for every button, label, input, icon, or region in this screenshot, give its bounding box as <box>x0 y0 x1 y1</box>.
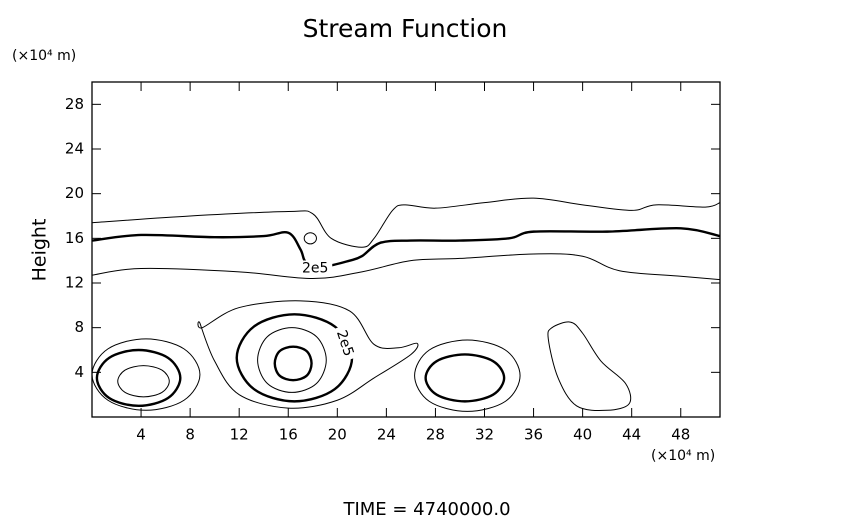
contour-line <box>235 313 354 403</box>
y-tick-label: 20 <box>65 184 84 202</box>
contour-line <box>117 365 170 398</box>
contour-label: 2e5 <box>302 260 328 276</box>
y-tick-label: 24 <box>65 140 84 158</box>
x-tick-label: 28 <box>426 426 445 444</box>
x-tick-label: 48 <box>671 426 690 444</box>
y-axis-label: Height <box>29 219 51 282</box>
x-tick-label: 40 <box>573 426 592 444</box>
contour-line <box>303 232 317 245</box>
y-tick-label: 8 <box>74 318 84 336</box>
y-tick-label: 16 <box>65 229 84 247</box>
x-tick-label: 32 <box>475 426 494 444</box>
contour-label: 2e5 <box>333 328 356 358</box>
x-tick-label: 20 <box>328 426 347 444</box>
x-tick-label: 16 <box>279 426 298 444</box>
contour-line <box>257 327 327 393</box>
footer: TIME = 4740000.0 <box>342 499 510 519</box>
contour-line <box>92 253 720 281</box>
contour-line <box>424 353 506 403</box>
contour-line <box>92 197 720 248</box>
contour-label-bg <box>298 260 333 277</box>
x-tick-label: 24 <box>377 426 396 444</box>
contour-line <box>197 300 419 409</box>
y-unit: (×10⁴ m) <box>12 48 76 64</box>
x-tick-label: 12 <box>230 426 249 444</box>
y-tick-label: 4 <box>74 363 84 381</box>
contour-line <box>92 226 720 268</box>
contour-line <box>273 345 313 382</box>
x-tick-label: 44 <box>622 426 641 444</box>
contour-line <box>414 339 521 412</box>
contour-label-bg <box>331 324 358 362</box>
plot-frame <box>91 81 721 418</box>
contour-line <box>547 321 632 412</box>
chart-title: Stream Function <box>303 14 508 43</box>
x-unit: (×10⁴ m) <box>651 448 715 464</box>
contour-line <box>92 338 201 411</box>
x-tick-label: 36 <box>524 426 543 444</box>
x-tick-label: 8 <box>185 426 195 444</box>
y-tick-label: 12 <box>65 274 84 292</box>
y-tick-label: 28 <box>65 95 84 113</box>
contour-line <box>95 348 182 408</box>
x-tick-label: 4 <box>136 426 146 444</box>
